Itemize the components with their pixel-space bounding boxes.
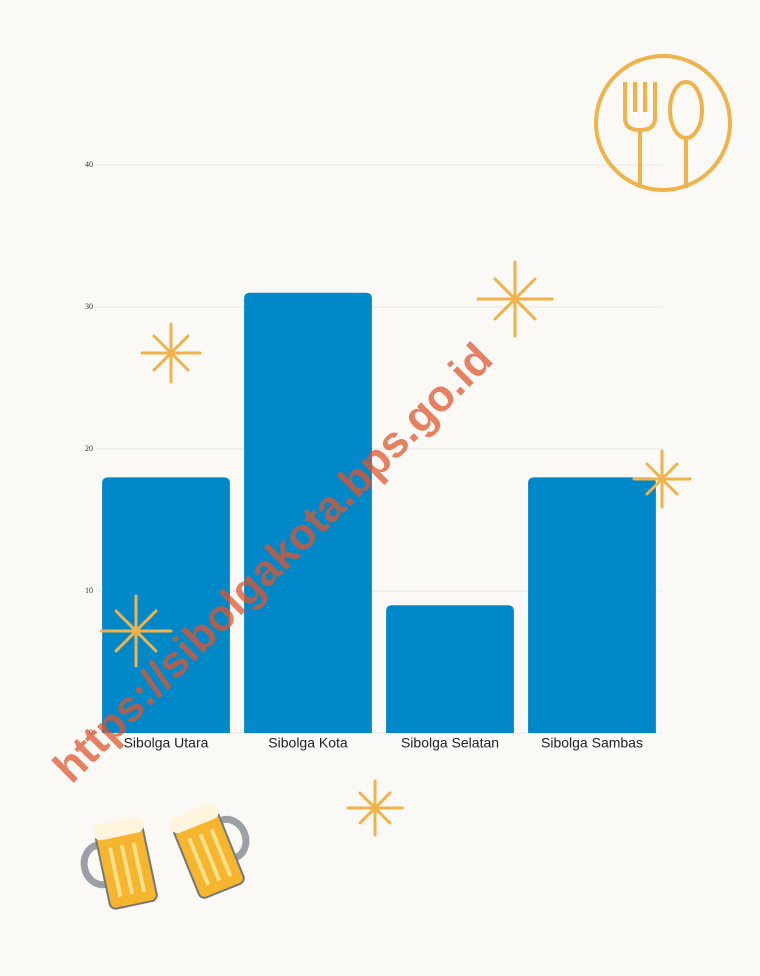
bar xyxy=(102,477,230,733)
y-tick-label: 20 xyxy=(85,444,93,453)
cutlery-icon xyxy=(594,54,732,192)
sparkle xyxy=(632,449,692,509)
x-tick-label: Sibolga Utara xyxy=(124,735,209,751)
y-tick-label: 40 xyxy=(85,160,93,169)
sparkle xyxy=(346,779,404,837)
sparkle xyxy=(476,260,554,338)
bar xyxy=(528,477,656,733)
bar xyxy=(386,605,514,733)
y-tick-label: 0 xyxy=(89,728,93,737)
sparkle xyxy=(140,322,202,384)
beer-mugs xyxy=(80,803,250,910)
x-tick-label: Sibolga Selatan xyxy=(401,735,499,751)
x-tick-label: Sibolga Sambas xyxy=(541,735,643,751)
bar xyxy=(244,292,372,733)
y-tick-label: 10 xyxy=(85,586,93,595)
plot-area: 0 10 20 30 40 Sibolga Utara Sibolga Kota Sibolg… xyxy=(85,160,663,751)
x-tick-label: Sibolga Kota xyxy=(268,735,348,751)
y-tick-label: 30 xyxy=(85,302,93,311)
sparkle xyxy=(99,594,173,668)
